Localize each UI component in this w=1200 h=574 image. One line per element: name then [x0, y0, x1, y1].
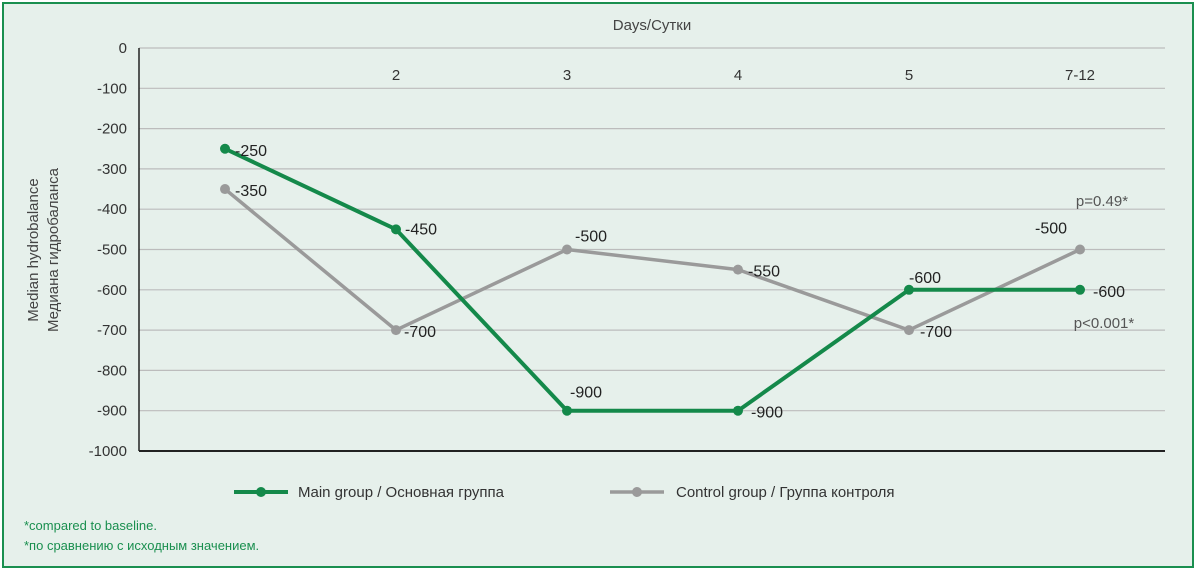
data-point-control	[904, 325, 914, 336]
data-label-main: -600	[1093, 284, 1125, 301]
data-point-main	[904, 284, 914, 295]
data-point-control	[562, 244, 572, 255]
legend-label-control: Control group / Группа контроля	[676, 484, 895, 501]
footnote-en: *compared to baseline.	[24, 518, 157, 533]
y-tick-label: -100	[97, 80, 127, 97]
legend-label-main: Main group / Основная группа	[298, 484, 505, 501]
data-label-control: -700	[920, 324, 952, 341]
legend: Main group / Основная группа Control gro…	[234, 484, 895, 501]
x-axis-title: Days/Сутки	[613, 17, 692, 34]
y-tick-label: 0	[119, 40, 127, 57]
data-point-control	[1075, 244, 1085, 255]
y-tick-label: -900	[97, 403, 127, 420]
data-point-main	[733, 405, 743, 416]
y-tick-label: -800	[97, 362, 127, 379]
data-point-main	[1075, 284, 1085, 295]
x-tick-label: 4	[734, 67, 742, 84]
y-axis-title-ru: Медиана гидробаланса	[45, 167, 62, 332]
series-line-main	[224, 146, 1080, 413]
data-point-control	[733, 264, 743, 275]
data-point-control	[220, 184, 230, 195]
data-label-control: -550	[748, 264, 780, 281]
x-tick-label: 2	[392, 67, 400, 84]
y-tick-label: -300	[97, 161, 127, 178]
x-tick-label: 5	[905, 67, 913, 84]
data-point-main	[391, 224, 401, 235]
data-label-control: -500	[575, 229, 607, 246]
x-tick-label: 3	[563, 67, 571, 84]
data-label-control: -500	[1035, 221, 1067, 238]
footnote-ru: *по сравнению с исходным значением.	[24, 538, 260, 553]
data-point-main	[562, 405, 572, 416]
data-point-main	[220, 143, 230, 154]
data-label-main: -450	[405, 221, 437, 238]
legend-marker-control	[632, 487, 642, 497]
y-tick-label: -500	[97, 242, 127, 259]
data-label-control: -350	[235, 183, 267, 200]
data-label-main: -900	[570, 385, 602, 402]
y-tick-label: -200	[97, 121, 127, 138]
y-tick-label: -1000	[89, 443, 127, 460]
y-axis-title: Median hydrobalance	[25, 178, 42, 321]
chart-frame	[2, 2, 1194, 568]
data-label-main: -250	[235, 143, 267, 160]
series-line-control	[223, 187, 1081, 332]
x-tick-label: 7-12	[1065, 67, 1095, 84]
legend-marker-main	[256, 487, 266, 497]
data-label-main: -900	[751, 405, 783, 422]
y-tick-label: -400	[97, 201, 127, 218]
data-label-main: -600	[909, 270, 941, 287]
data-point-control	[391, 325, 401, 336]
y-tick-label: -600	[97, 282, 127, 299]
y-tick-label: -700	[97, 322, 127, 339]
annotation-p-main: p<0.001*	[1074, 315, 1135, 332]
data-label-control: -700	[404, 324, 436, 341]
annotation-p-control: p=0.49*	[1076, 193, 1128, 210]
